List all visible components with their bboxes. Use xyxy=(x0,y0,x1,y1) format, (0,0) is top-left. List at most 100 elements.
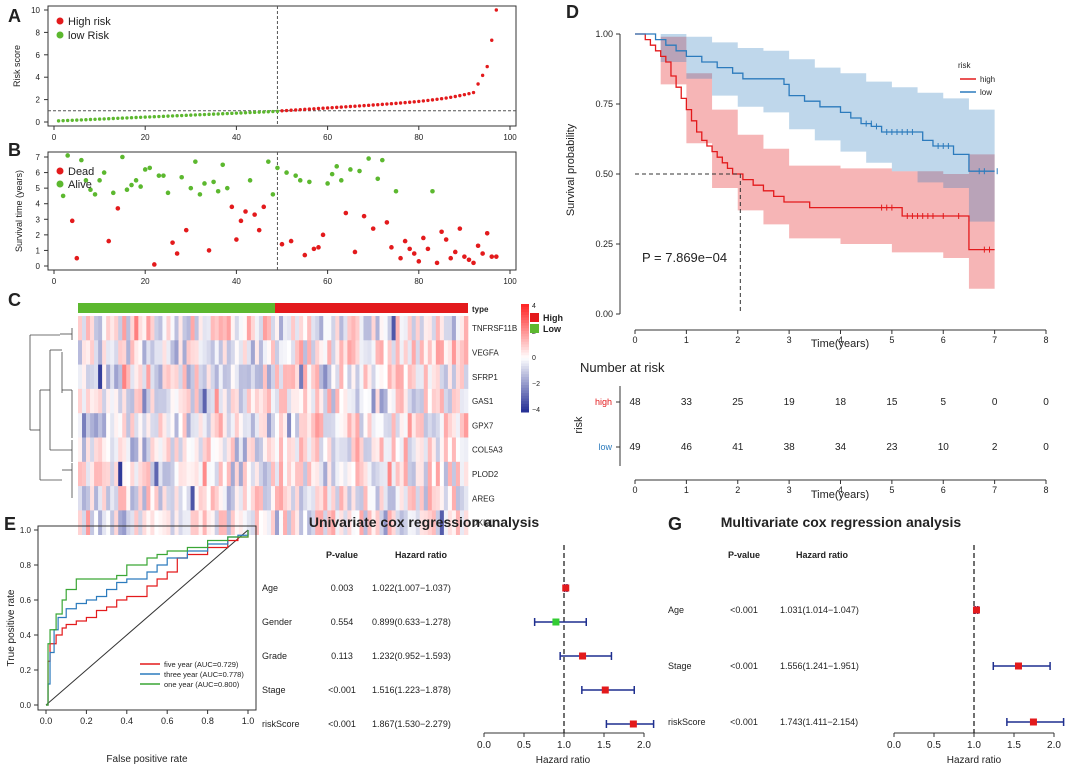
heatmap-cell xyxy=(98,388,103,414)
data-point-low xyxy=(129,116,134,120)
heatmap-cell xyxy=(275,364,280,390)
data-point-low xyxy=(207,112,211,117)
data-point-alive xyxy=(129,182,134,188)
hazard-point xyxy=(1014,662,1022,670)
heatmap-cell xyxy=(351,510,356,535)
heatmap-cell xyxy=(443,340,449,365)
heatmap-cell xyxy=(447,340,453,365)
confidence-band-high xyxy=(635,34,995,289)
data-point-alive xyxy=(247,178,253,183)
heatmap-cell xyxy=(174,340,179,365)
group-legend-swatch-high xyxy=(530,313,539,322)
heatmap-cell xyxy=(222,364,228,390)
heatmap-cell xyxy=(106,461,111,487)
heatmap-cell xyxy=(126,510,131,535)
risk-table-tick-label: 5 xyxy=(889,485,894,495)
heatmap-cell xyxy=(423,364,429,390)
heatmap-cell xyxy=(391,437,396,463)
heatmap-cell xyxy=(150,364,155,390)
heatmap-cell xyxy=(351,461,356,487)
heatmap-cell xyxy=(238,388,244,414)
risk-table-row-label: high xyxy=(595,397,612,407)
heatmap-cell xyxy=(214,461,220,487)
heatmap-cell xyxy=(238,413,244,438)
x-tick-label: 20 xyxy=(141,277,150,286)
heatmap-cell xyxy=(455,316,461,341)
data-point-alive xyxy=(156,173,162,178)
data-point-high xyxy=(490,38,494,42)
heatmap-cell xyxy=(419,316,425,341)
column-header-pvalue: P-value xyxy=(326,550,358,560)
heatmap-cell xyxy=(270,510,276,535)
heatmap-cell xyxy=(351,316,356,341)
heatmap-cell xyxy=(94,486,99,511)
heatmap-cell xyxy=(463,364,469,390)
heatmap-cell xyxy=(82,461,87,487)
heatmap-cell xyxy=(439,437,445,463)
color-scale-step xyxy=(521,349,529,354)
x-tick-label: 0 xyxy=(52,277,57,286)
data-point-alive xyxy=(83,178,89,183)
heatmap-cell xyxy=(214,316,220,341)
heatmap-cell xyxy=(439,461,445,487)
data-point-alive xyxy=(193,159,198,164)
heatmap-cell xyxy=(202,510,207,535)
heatmap-cell xyxy=(242,364,248,390)
heatmap-cell xyxy=(150,461,155,487)
risk-table-cell: 15 xyxy=(886,397,898,408)
heatmap-cell xyxy=(266,364,272,390)
heatmap-cell xyxy=(146,486,151,511)
row-pvalue: 0.554 xyxy=(331,617,354,627)
data-point-alive xyxy=(88,187,93,192)
heatmap-cell xyxy=(359,413,364,438)
heatmap-cell xyxy=(331,316,336,341)
heatmap-cell xyxy=(307,388,312,414)
heatmap-cell xyxy=(335,413,340,438)
heatmap-cell xyxy=(275,413,280,438)
heatmap-cell xyxy=(194,510,199,535)
row-pvalue: 0.113 xyxy=(331,651,353,661)
risk-table-y-label: risk xyxy=(573,416,585,434)
heatmap-cell xyxy=(234,437,240,463)
heatmap-cell xyxy=(399,364,404,390)
row-label: Stage xyxy=(262,685,286,695)
color-scale-step xyxy=(521,320,529,324)
heatmap-cell xyxy=(407,510,413,535)
heatmap-cell xyxy=(387,510,392,535)
x-tick-label: 0.6 xyxy=(161,716,174,726)
row-hazard-text: 1.022(1.007−1.037) xyxy=(372,583,451,593)
data-point-high xyxy=(344,105,348,109)
heatmap-cell xyxy=(138,388,143,414)
data-point-dead xyxy=(471,260,476,266)
color-scale-step xyxy=(521,409,529,413)
data-point-low xyxy=(239,111,243,115)
heatmap-cell xyxy=(142,388,147,414)
color-scale-step xyxy=(521,387,529,391)
y-axis-label: Survival time (years) xyxy=(14,170,24,252)
heatmap-cell xyxy=(262,486,268,511)
heatmap-cell xyxy=(198,461,203,487)
data-point-alive xyxy=(275,165,280,171)
heatmap-cell xyxy=(230,437,236,463)
heatmap-cell xyxy=(146,413,151,438)
heatmap-cell xyxy=(262,388,268,414)
heatmap-cell xyxy=(134,413,139,438)
heatmap-cell xyxy=(202,461,207,487)
heatmap-cell xyxy=(435,461,441,487)
row-hazard-text: 1.867(1.530−2.279) xyxy=(372,719,451,729)
heatmap-cell xyxy=(459,437,465,463)
heatmap-cell xyxy=(331,388,336,414)
legend-label-dead: Dead xyxy=(68,166,94,178)
heatmap-cell xyxy=(238,461,244,487)
heatmap-cell xyxy=(110,316,115,341)
data-point-low xyxy=(202,112,207,117)
heatmap-cell xyxy=(315,388,320,414)
data-point-high xyxy=(412,100,416,104)
heatmap-cell xyxy=(246,316,252,341)
heatmap-cell xyxy=(339,413,344,438)
heatmap-cell xyxy=(258,510,264,535)
heatmap-cell xyxy=(98,316,103,341)
heatmap-cell xyxy=(234,461,240,487)
risk-table-cell: 41 xyxy=(732,442,744,453)
heatmap-cell xyxy=(126,340,131,365)
